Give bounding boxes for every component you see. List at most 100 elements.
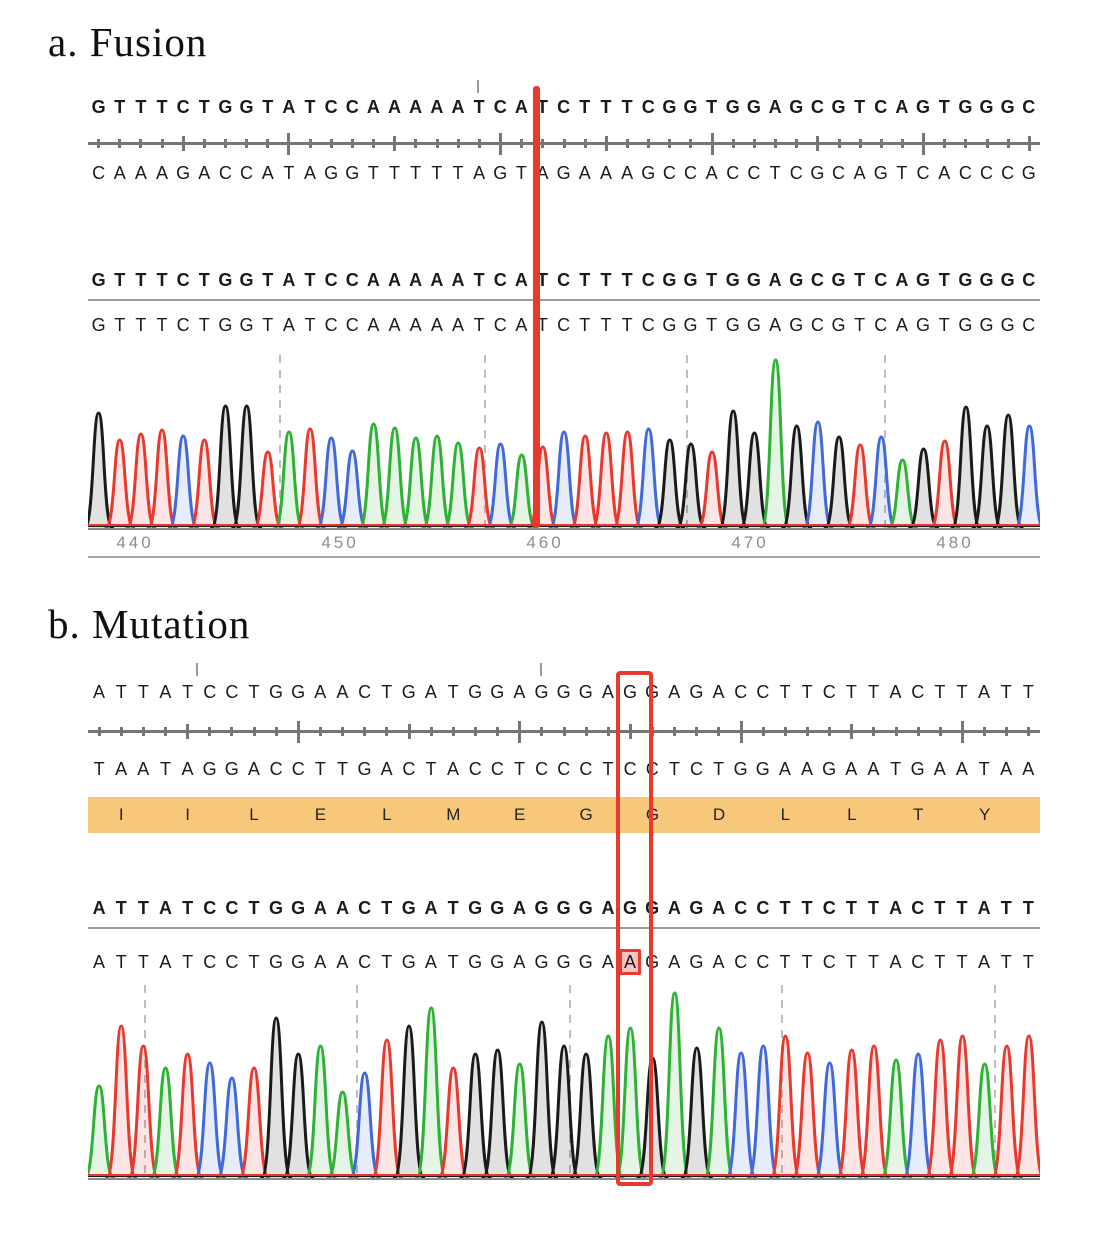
base-letter: G xyxy=(224,759,239,779)
base-letter: A xyxy=(367,315,380,335)
base-letter: G xyxy=(239,270,254,290)
base-letter: G xyxy=(822,759,837,779)
ruler-tick xyxy=(385,727,389,736)
base-letter: G xyxy=(357,759,372,779)
base-letter: A xyxy=(282,315,295,335)
chromatogram-peak-G xyxy=(570,1052,603,1180)
base-letter: C xyxy=(176,97,190,117)
base-letter: G xyxy=(979,315,994,335)
chromatogram-peak-T xyxy=(294,427,326,530)
base-letter: A xyxy=(134,163,147,183)
ruler-tick xyxy=(435,139,439,148)
ruler-tick xyxy=(938,727,942,736)
chromatogram-peak-A xyxy=(658,991,691,1180)
base-letter: T xyxy=(769,163,781,183)
base-letter: C xyxy=(358,898,372,918)
chromatogram-peak-T xyxy=(370,1038,403,1180)
base-letter: A xyxy=(92,898,106,918)
fusion-bottom-line xyxy=(88,556,1040,558)
base-letter: T xyxy=(367,163,379,183)
base-letter: A xyxy=(895,97,909,117)
ruler-tick xyxy=(879,139,883,148)
mutation-highlight-box xyxy=(615,671,653,1186)
ruler-tick xyxy=(562,139,566,148)
base-letter: A xyxy=(388,315,401,335)
position-tick xyxy=(477,80,479,93)
base-letter: T xyxy=(248,682,260,702)
chromatogram-peak-T xyxy=(791,1051,824,1180)
base-letter: T xyxy=(473,315,485,335)
base-letter: T xyxy=(262,270,274,290)
ruler-tick xyxy=(584,727,588,736)
base-letter: T xyxy=(114,270,126,290)
base-letter: A xyxy=(1022,759,1035,779)
axis-position-label: 470 xyxy=(731,533,769,552)
base-letter: G xyxy=(269,898,284,918)
ruler-tick xyxy=(97,139,101,148)
base-letter: C xyxy=(345,270,359,290)
base-letter: C xyxy=(756,682,770,702)
base-letter: A xyxy=(977,898,991,918)
base-letter: A xyxy=(889,952,902,972)
base-letter: A xyxy=(578,163,591,183)
base-letter: A xyxy=(430,315,443,335)
base-letter: C xyxy=(176,315,190,335)
base-letter: A xyxy=(198,163,211,183)
base-letter: A xyxy=(424,682,437,702)
panel-fusion-title: a. Fusion xyxy=(48,19,208,65)
base-letter: T xyxy=(854,97,866,117)
base-letter: C xyxy=(324,270,338,290)
base-letter: T xyxy=(156,97,168,117)
base-letter: C xyxy=(468,759,482,779)
base-letter: G xyxy=(91,97,106,117)
base-letter: G xyxy=(623,898,638,918)
base-letter: T xyxy=(381,898,393,918)
base-letter: T xyxy=(248,898,260,918)
base-letter: C xyxy=(822,682,836,702)
base-letter: G xyxy=(91,270,106,290)
ruler-tick xyxy=(224,139,227,148)
base-letter: G xyxy=(401,898,416,918)
chromatogram-peak-T xyxy=(104,438,136,530)
chromatogram-peak-T xyxy=(1012,1034,1040,1180)
base-letter: C xyxy=(822,898,836,918)
ruler-tick xyxy=(202,139,206,148)
base-letter: C xyxy=(324,315,338,335)
base-letter: T xyxy=(579,270,591,290)
base-letter: T xyxy=(896,163,908,183)
chromatogram-peak-G xyxy=(738,431,770,530)
chromatogram-peak-A xyxy=(304,1044,337,1180)
base-letter: C xyxy=(641,315,655,335)
ruler-tick xyxy=(752,139,756,148)
base-letter: T xyxy=(867,682,879,702)
base-letter: C xyxy=(324,97,338,117)
base-letter: T xyxy=(845,898,857,918)
base-letter: G xyxy=(534,952,549,972)
ruler-tick xyxy=(710,132,714,155)
base-letter: T xyxy=(713,759,725,779)
chromatogram-peak-G xyxy=(282,1052,315,1180)
base-letter: C xyxy=(916,163,930,183)
base-letter: A xyxy=(955,759,968,779)
amino-acid-letter: T xyxy=(913,805,924,824)
base-letter: T xyxy=(389,163,401,183)
base-letter: T xyxy=(706,270,718,290)
ruler-tick xyxy=(118,139,122,148)
base-letter: A xyxy=(769,315,782,335)
base-letter: G xyxy=(269,952,284,972)
base-letter: A xyxy=(93,952,106,972)
base-letter: A xyxy=(430,270,444,290)
chromatogram-peak-T xyxy=(125,432,157,530)
chromatogram-peak-T xyxy=(946,1034,979,1180)
position-tick xyxy=(540,663,542,676)
chromatogram-peak-A xyxy=(273,430,305,530)
base-letter: A xyxy=(845,759,858,779)
base-letter: C xyxy=(203,898,217,918)
base-letter: A xyxy=(159,682,172,702)
ruler-tick xyxy=(689,139,693,148)
ruler-tick xyxy=(393,136,397,151)
base-letter: A xyxy=(366,97,380,117)
chromatogram-peak-G xyxy=(680,1046,713,1180)
